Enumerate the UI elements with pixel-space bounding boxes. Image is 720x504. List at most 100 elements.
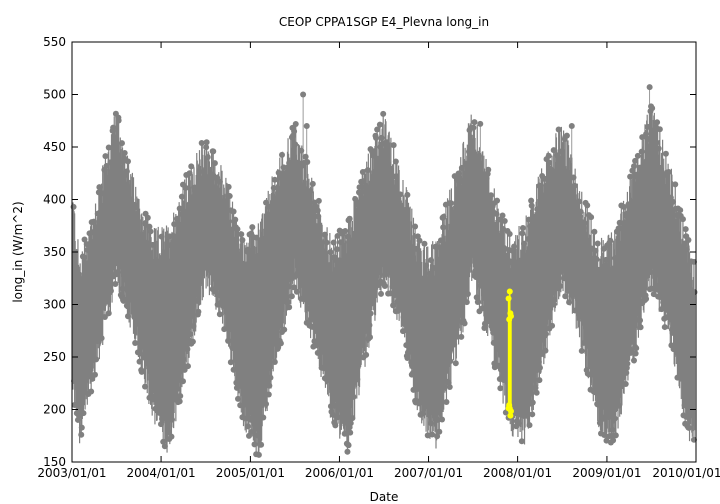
data-point xyxy=(195,308,202,315)
data-point xyxy=(112,281,119,288)
data-point xyxy=(315,197,322,204)
data-point xyxy=(346,215,353,222)
data-point xyxy=(577,208,584,215)
data-point xyxy=(230,208,237,215)
data-point xyxy=(691,289,698,296)
data-point xyxy=(258,441,265,448)
data-point xyxy=(578,347,585,354)
data-point xyxy=(443,399,450,406)
data-point xyxy=(110,124,117,131)
data-point xyxy=(101,313,108,320)
data-point xyxy=(374,126,381,133)
data-point xyxy=(345,442,352,449)
data-point xyxy=(180,378,186,385)
data-point xyxy=(270,185,277,192)
x-axis-label: Date xyxy=(370,490,399,504)
data-point xyxy=(168,433,175,440)
data-point xyxy=(494,197,501,204)
x-tick-label: 2008/01/01 xyxy=(483,466,552,480)
data-point xyxy=(477,120,484,127)
data-point xyxy=(563,132,570,139)
data-point xyxy=(211,160,218,167)
data-point xyxy=(501,217,508,224)
x-axis: 2003/01/01 2004/01/01 2005/01/01 2006/01/01… xyxy=(37,42,720,480)
data-point xyxy=(302,153,309,160)
data-point xyxy=(203,139,210,146)
data-point xyxy=(461,320,468,327)
data-point xyxy=(607,237,614,244)
data-point xyxy=(649,105,656,112)
data-point xyxy=(656,126,663,133)
y-tick-label: 450 xyxy=(43,140,66,154)
data-point xyxy=(470,124,477,131)
data-point xyxy=(661,324,668,331)
data-point xyxy=(584,202,591,209)
data-point xyxy=(637,324,644,331)
x-tick-label: 2006/01/01 xyxy=(305,466,374,480)
data-point xyxy=(78,431,85,438)
data-point xyxy=(682,226,689,233)
x-tick-label: 2004/01/01 xyxy=(126,466,195,480)
data-point xyxy=(249,224,256,231)
data-point xyxy=(292,121,299,128)
data-point xyxy=(646,84,653,91)
data-point xyxy=(121,150,128,157)
data-point xyxy=(265,391,272,398)
x-tick-label: 2003/01/01 xyxy=(37,466,106,480)
data-point xyxy=(309,180,316,187)
data-point xyxy=(367,334,373,341)
data-point xyxy=(303,123,310,129)
data-point xyxy=(497,385,504,392)
data-point xyxy=(622,380,629,387)
data-point xyxy=(416,237,423,244)
data-point xyxy=(631,163,637,170)
data-point xyxy=(412,223,419,230)
data-point xyxy=(184,363,191,370)
data-point xyxy=(634,152,641,159)
data-point xyxy=(288,293,295,300)
data-point xyxy=(232,216,239,223)
data-point xyxy=(255,451,262,458)
data-point xyxy=(528,197,535,204)
data-point xyxy=(80,410,87,417)
data-point xyxy=(176,398,183,405)
data-point xyxy=(138,368,145,375)
y-tick-label: 250 xyxy=(43,350,66,364)
data-point xyxy=(98,335,105,342)
data-point xyxy=(662,150,669,157)
data-point xyxy=(672,181,679,188)
data-point xyxy=(621,204,628,211)
data-point xyxy=(506,288,513,295)
data-point xyxy=(78,424,85,431)
data-point xyxy=(591,228,598,235)
data-point xyxy=(507,313,514,320)
data-point xyxy=(690,436,697,443)
data-point xyxy=(685,236,692,243)
data-point xyxy=(436,428,443,435)
data-point xyxy=(226,193,233,200)
data-point xyxy=(304,158,311,165)
data-point xyxy=(271,176,278,183)
data-point xyxy=(178,193,185,200)
data-point xyxy=(471,119,478,126)
data-point xyxy=(381,282,388,289)
data-point xyxy=(533,389,540,396)
y-tick-label: 500 xyxy=(43,88,66,102)
data-point xyxy=(244,423,251,430)
data-point xyxy=(452,360,459,367)
data-point xyxy=(506,230,513,237)
y-axis: 150 200 250 300 350 400 450 500 550 xyxy=(43,35,696,469)
data-point xyxy=(146,223,153,230)
y-tick-label: 350 xyxy=(43,245,66,259)
data-point xyxy=(677,207,684,214)
data-point xyxy=(115,114,122,121)
data-point xyxy=(147,228,154,235)
data-point xyxy=(81,236,88,243)
data-point xyxy=(187,331,194,338)
data-points xyxy=(70,84,698,458)
data-point xyxy=(300,91,307,98)
data-point xyxy=(670,198,677,205)
data-point xyxy=(458,333,465,340)
data-point xyxy=(549,322,556,329)
data-point xyxy=(291,284,298,291)
